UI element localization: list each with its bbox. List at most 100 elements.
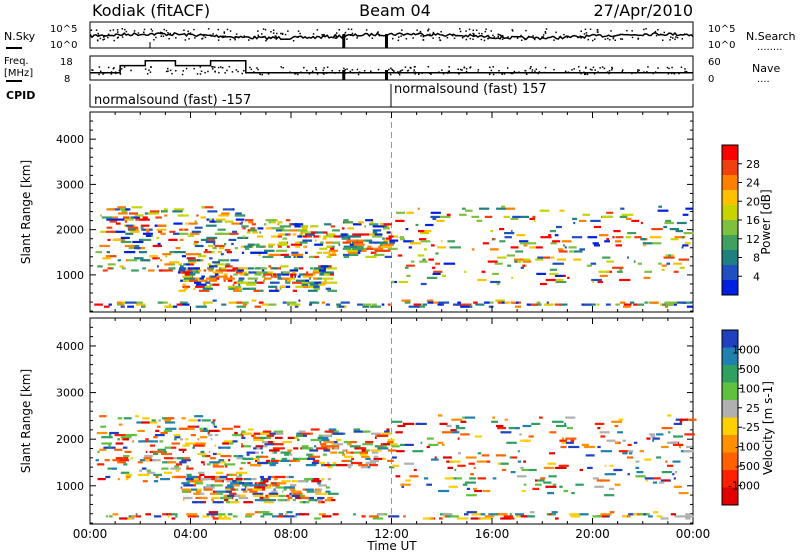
nave-dot [182, 70, 184, 72]
velocity-mark [284, 453, 289, 456]
velocity-mark [227, 513, 233, 516]
velocity-mark [240, 461, 246, 465]
velocity-mark [183, 496, 190, 500]
power-mark [187, 261, 197, 264]
power-mark [249, 229, 257, 232]
velocity-mark [522, 424, 532, 428]
power-mark [205, 240, 216, 244]
velocity-mark [234, 431, 238, 435]
power-mark [305, 279, 309, 282]
noise-search-dot [253, 36, 255, 38]
power-mark [550, 256, 555, 259]
velocity-mark [188, 419, 198, 422]
velocity-colorbar-tick-label: 25 [746, 402, 760, 415]
power-mark [383, 239, 389, 242]
power-mark [207, 210, 218, 213]
velocity-mark [293, 490, 302, 493]
power-mark [219, 247, 225, 250]
noise-search-dot [675, 36, 677, 38]
noise-left-label: N.Sky [4, 30, 36, 43]
power-mark [178, 289, 186, 292]
velocity-mark [528, 435, 534, 438]
velocity-mark [163, 457, 174, 460]
velocity-mark [509, 517, 515, 520]
nave-dot [510, 72, 513, 75]
power-mark [343, 253, 354, 256]
noise-search-dot [238, 36, 240, 39]
power-mark [270, 235, 280, 238]
noise-search-dot [511, 29, 513, 31]
nave-dot [171, 72, 173, 75]
nave-dot [579, 70, 581, 72]
power-mark [235, 285, 242, 288]
velocity-mark [200, 436, 208, 439]
nave-dot [647, 66, 649, 68]
nave-dot [130, 69, 132, 72]
velocity-mark [232, 515, 238, 518]
noise-search-dot [234, 36, 236, 38]
noise-sky-line [89, 31, 694, 41]
nave-dot [249, 66, 251, 69]
velocity-mark [241, 434, 244, 437]
noise-search-dot [544, 32, 547, 34]
nave-dot [377, 68, 380, 71]
noise-search-dot [121, 28, 123, 30]
velocity-colorbar-swatch [722, 417, 738, 436]
power-mark [401, 299, 411, 302]
velocity-mark [278, 494, 285, 497]
power-mark [457, 301, 461, 304]
velocity-mark [325, 499, 332, 502]
nave-dot [325, 72, 328, 74]
velocity-mark [270, 482, 282, 485]
velocity-mark [225, 478, 234, 481]
noise-search-dot [213, 35, 216, 38]
velocity-mark [261, 441, 270, 444]
power-mark [297, 275, 301, 278]
power-mark [235, 271, 244, 274]
power-mark [261, 269, 265, 272]
power-mark [214, 232, 222, 235]
velocity-mark [153, 436, 158, 439]
velocity-mark [306, 453, 313, 456]
power-mark [111, 208, 124, 211]
power-mark [418, 230, 427, 233]
noise-search-dot [281, 33, 284, 35]
velocity-mark [208, 511, 219, 514]
power-mark [164, 263, 172, 266]
nave-dot [398, 73, 401, 76]
power-mark [591, 278, 602, 282]
velocity-mark [678, 492, 689, 495]
noise-search-dot [97, 34, 100, 36]
velocity-mark [464, 481, 476, 484]
power-mark [294, 223, 299, 226]
velocity-mark [652, 481, 658, 484]
velocity-mark [570, 439, 575, 442]
power-mark [277, 223, 280, 226]
power-mark [106, 251, 110, 254]
velocity-mark [373, 455, 379, 458]
noise-search-dot [107, 36, 109, 39]
nave-dot [256, 67, 258, 69]
power-mark [372, 231, 378, 234]
power-mark [529, 246, 536, 249]
velocity-mark [367, 466, 370, 469]
velocity-mark [249, 484, 257, 487]
power-mark [674, 236, 686, 239]
nave-dot [414, 71, 416, 74]
power-mark [250, 251, 262, 254]
velocity-mark [548, 475, 557, 478]
power-mark [428, 258, 434, 261]
power-mark [297, 241, 308, 244]
power-mark [443, 262, 456, 265]
power-mark [302, 239, 312, 242]
velocity-mark [241, 488, 246, 491]
velocity-mark [265, 496, 270, 500]
power-mark [125, 224, 134, 227]
velocity-mark [207, 431, 210, 435]
power-mark [213, 265, 217, 268]
nave-dot [338, 70, 341, 72]
power-mark [256, 271, 264, 274]
power-mark [370, 251, 374, 254]
velocity-mark [438, 489, 450, 493]
power-mark [316, 283, 322, 286]
